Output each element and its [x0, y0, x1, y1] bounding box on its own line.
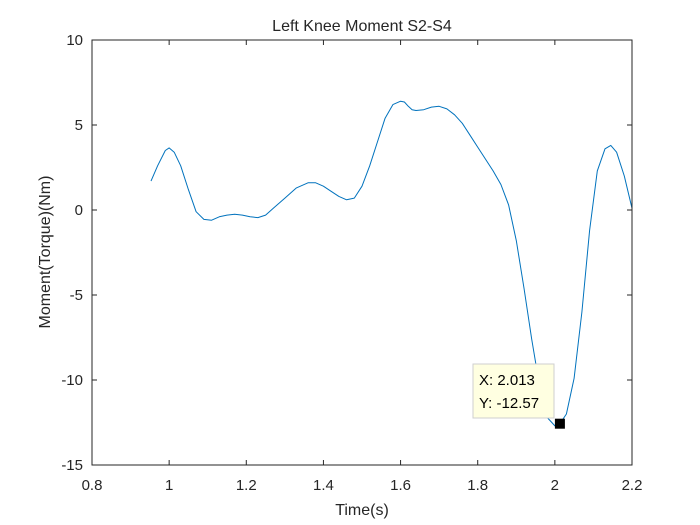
y-tick-label: 0	[75, 202, 83, 219]
plot-box	[91, 39, 633, 466]
x-tick-label: 1.6	[390, 477, 411, 494]
data-tip-x-text: X: 2.013	[479, 372, 535, 389]
chart-title: Left Knee Moment S2-S4	[272, 18, 452, 35]
y-tick-label: 5	[75, 117, 83, 134]
y-tick-label: -10	[61, 372, 83, 389]
x-tick-label: 1	[165, 477, 173, 494]
y-tick-label: 10	[66, 32, 83, 49]
data-tip[interactable]: X: 2.013 Y: -12.57	[472, 363, 565, 429]
y-tick-label: -5	[70, 287, 83, 304]
x-tick-label: 1.2	[236, 477, 257, 494]
x-tick-label: 1.4	[313, 477, 334, 494]
y-tick-label: -15	[61, 457, 83, 474]
y-axis-label: Moment(Torque)(Nm)	[37, 176, 54, 329]
data-tip-y-text: Y: -12.57	[479, 395, 539, 412]
x-axis-tick-labels: 0.8 1 1.2 1.4 1.6 1.8 2 2.2	[82, 477, 643, 494]
x-tick-label: 2	[551, 477, 559, 494]
x-tick-label: 0.8	[82, 477, 103, 494]
data-tip-marker[interactable]	[554, 418, 565, 429]
x-tick-label: 1.8	[467, 477, 488, 494]
x-axis-label: Time(s)	[335, 502, 389, 519]
y-axis-tick-labels: 10 5 0 -5 -10 -15	[61, 32, 83, 474]
x-tick-label: 2.2	[622, 477, 643, 494]
data-tip-box	[472, 363, 555, 419]
